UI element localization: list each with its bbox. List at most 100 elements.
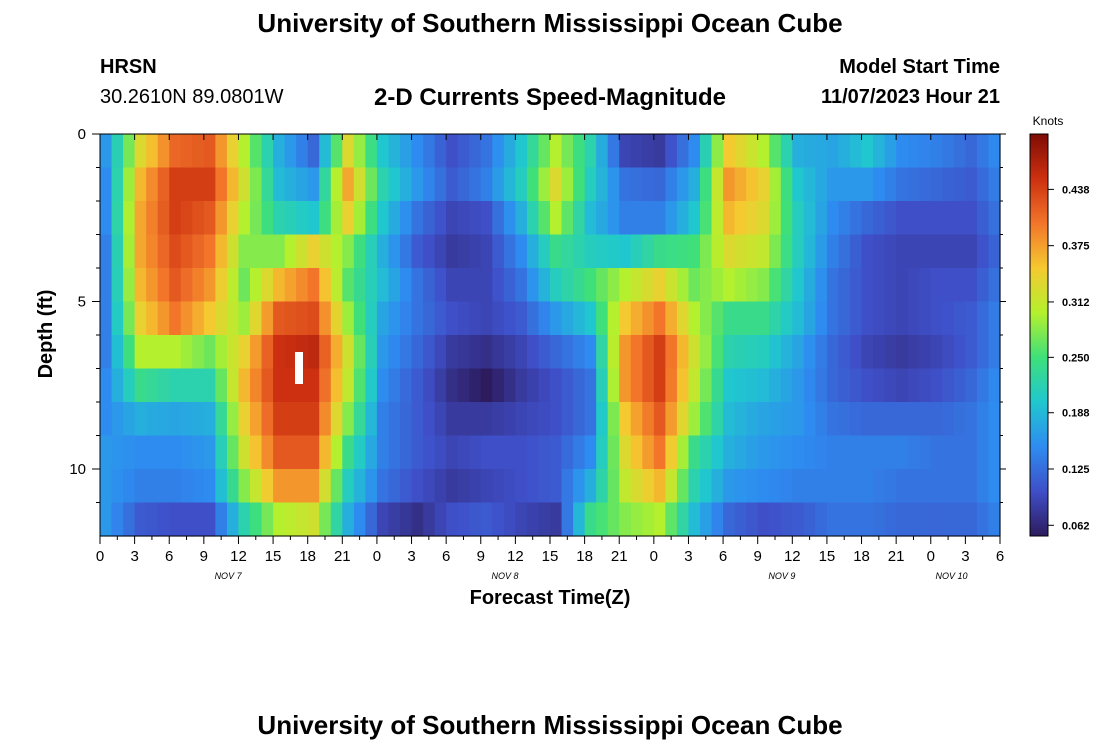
heatmap-cell bbox=[584, 368, 597, 403]
heatmap-cell bbox=[215, 435, 228, 470]
heatmap-cell bbox=[642, 469, 655, 504]
heatmap-cell bbox=[815, 201, 828, 236]
heatmap-cell bbox=[711, 268, 724, 303]
heatmap-cell bbox=[261, 368, 274, 403]
heatmap-cell bbox=[203, 502, 216, 537]
heatmap-cell bbox=[676, 335, 690, 370]
heatmap-cell bbox=[930, 335, 943, 370]
heatmap-cell bbox=[757, 234, 770, 269]
heatmap-cell bbox=[250, 301, 263, 336]
heatmap-cell bbox=[734, 201, 747, 236]
heatmap-cell bbox=[873, 167, 886, 202]
heatmap-cell bbox=[319, 335, 332, 370]
heatmap-cell bbox=[180, 301, 193, 336]
heatmap-cell bbox=[376, 435, 390, 470]
heatmap-cell bbox=[988, 268, 1001, 303]
heatmap-cell bbox=[942, 502, 955, 537]
heatmap-cell bbox=[919, 502, 932, 537]
heatmap-cell bbox=[146, 234, 159, 269]
heatmap-cell bbox=[884, 234, 897, 269]
heatmap-cell bbox=[365, 502, 378, 537]
heatmap-cell bbox=[953, 268, 966, 303]
heatmap-cell bbox=[988, 435, 1001, 470]
heatmap-cell bbox=[353, 502, 366, 537]
heatmap-cell bbox=[838, 201, 851, 236]
heatmap-cell bbox=[676, 234, 690, 269]
heatmap-cell bbox=[411, 469, 424, 504]
heatmap-cell bbox=[215, 167, 228, 202]
heatmap-cell bbox=[550, 201, 563, 236]
model-start-value: 11/07/2023 Hour 21 bbox=[820, 86, 1000, 108]
heatmap-cell bbox=[584, 469, 597, 504]
heatmap-cell bbox=[342, 335, 355, 370]
heatmap-cell bbox=[423, 234, 436, 269]
heatmap-cell bbox=[826, 368, 840, 403]
heatmap-cell bbox=[307, 301, 320, 336]
heatmap-cell bbox=[111, 134, 124, 169]
heatmap-cell bbox=[423, 469, 436, 504]
heatmap-cell bbox=[169, 201, 182, 236]
heatmap-cell bbox=[665, 167, 678, 202]
heatmap-cell bbox=[134, 368, 147, 403]
heatmap-cell bbox=[330, 201, 343, 236]
heatmap-cell bbox=[376, 134, 390, 169]
heatmap-cell bbox=[746, 268, 759, 303]
heatmap-cell bbox=[757, 368, 770, 403]
heatmap-cell bbox=[826, 435, 840, 470]
heatmap-cell bbox=[400, 167, 413, 202]
x-tick-label: 15 bbox=[265, 548, 282, 565]
heatmap-cell bbox=[203, 268, 216, 303]
heatmap-cell bbox=[896, 167, 909, 202]
heatmap-cell bbox=[919, 301, 932, 336]
heatmap-cell bbox=[284, 469, 297, 504]
heatmap-cell bbox=[873, 268, 886, 303]
heatmap-cell bbox=[815, 134, 828, 169]
heatmap-cell bbox=[215, 335, 228, 370]
heatmap-cell bbox=[665, 402, 678, 437]
heatmap-cell bbox=[642, 435, 655, 470]
heatmap-cell bbox=[792, 402, 805, 437]
heatmap-cell bbox=[688, 134, 701, 169]
heatmap-cell bbox=[284, 268, 297, 303]
heatmap-cell bbox=[169, 268, 182, 303]
heatmap-cell bbox=[919, 469, 932, 504]
heatmap-cell bbox=[157, 268, 170, 303]
heatmap-cell bbox=[319, 234, 332, 269]
heatmap-cell bbox=[711, 134, 724, 169]
heatmap-cell bbox=[653, 502, 666, 537]
heatmap-cell bbox=[434, 301, 447, 336]
heatmap-cell bbox=[976, 201, 990, 236]
heatmap-cell bbox=[180, 502, 193, 537]
heatmap-cell bbox=[330, 167, 343, 202]
heatmap-cell bbox=[146, 502, 159, 537]
heatmap-cell bbox=[365, 167, 378, 202]
heatmap-cell bbox=[411, 134, 424, 169]
heatmap-cell bbox=[192, 469, 205, 504]
heatmap-cell bbox=[423, 268, 436, 303]
heatmap-cell bbox=[815, 335, 828, 370]
heatmap-cell bbox=[665, 368, 678, 403]
heatmap-cell bbox=[757, 402, 770, 437]
heatmap-cell bbox=[526, 268, 540, 303]
heatmap-cell bbox=[907, 234, 920, 269]
heatmap-cell bbox=[503, 402, 516, 437]
x-tick-label: 12 bbox=[784, 548, 801, 565]
heatmap-cell bbox=[526, 167, 540, 202]
heatmap-cell bbox=[100, 368, 113, 403]
heatmap-cell bbox=[400, 435, 413, 470]
heatmap-cell bbox=[250, 368, 263, 403]
heatmap-cell bbox=[376, 469, 390, 504]
heatmap-cell bbox=[884, 502, 897, 537]
heatmap-cell bbox=[307, 201, 320, 236]
heatmap-cell bbox=[169, 134, 182, 169]
heatmap-cell bbox=[319, 167, 332, 202]
heatmap-cell bbox=[757, 167, 770, 202]
heatmap-cell bbox=[353, 368, 366, 403]
heatmap-cell bbox=[896, 435, 909, 470]
heatmap-cell bbox=[769, 234, 782, 269]
x-tick-label: 21 bbox=[888, 548, 905, 565]
x-tick-label: 6 bbox=[719, 548, 727, 565]
heatmap-cell bbox=[700, 201, 713, 236]
heatmap-cell bbox=[480, 435, 493, 470]
heatmap-cell bbox=[238, 435, 251, 470]
